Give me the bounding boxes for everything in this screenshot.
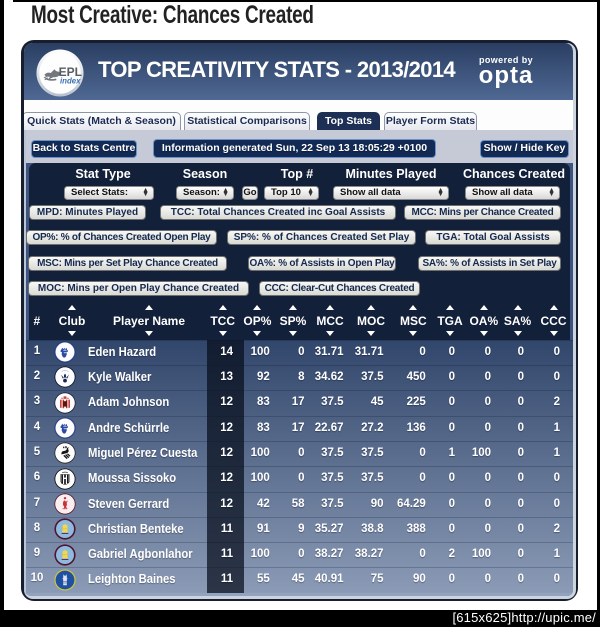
svg-text:EPL: EPL [59,65,82,79]
svg-text:index: index [60,77,81,86]
